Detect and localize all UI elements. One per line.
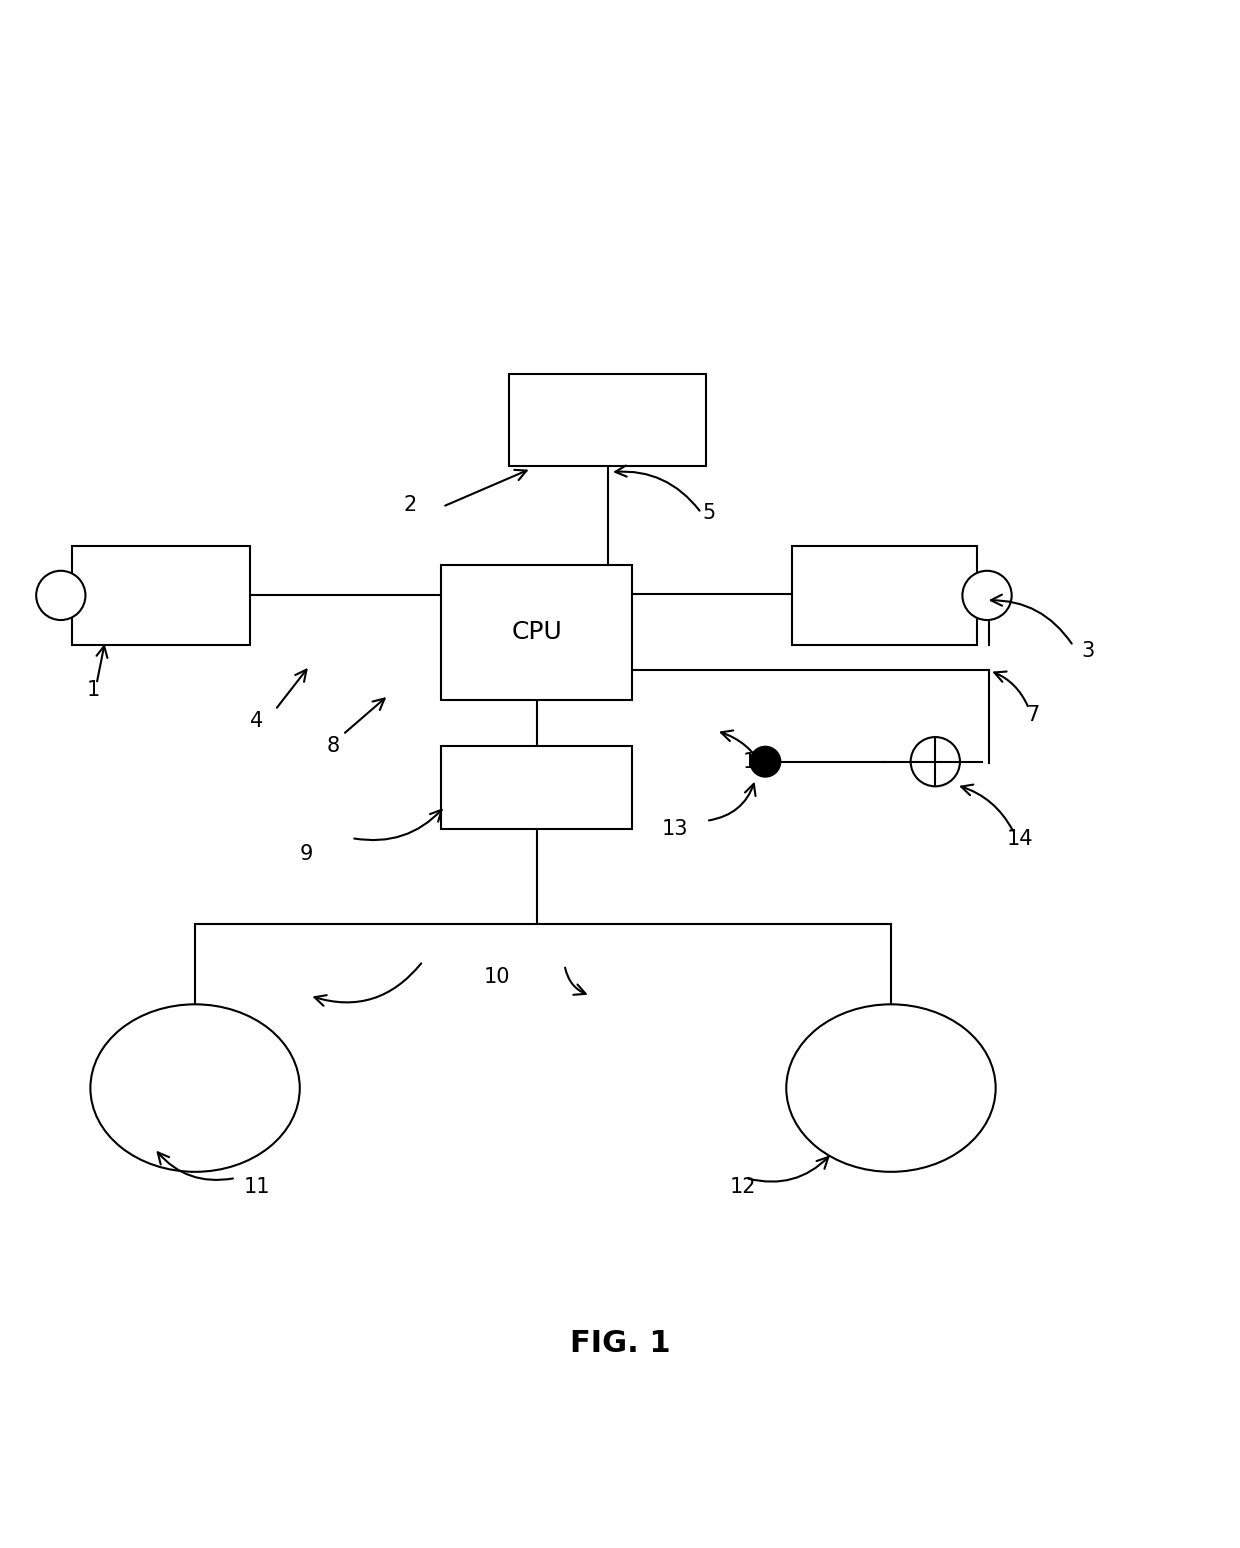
Text: 14: 14	[1007, 830, 1034, 850]
Text: 4: 4	[250, 711, 263, 731]
Text: 15: 15	[743, 752, 769, 772]
Bar	[441, 565, 632, 700]
Ellipse shape	[91, 1005, 300, 1172]
Text: 10: 10	[484, 968, 510, 988]
Circle shape	[749, 746, 781, 777]
Text: 3: 3	[1081, 641, 1095, 661]
Bar	[792, 546, 977, 644]
Text: CPU: CPU	[511, 621, 562, 644]
Bar	[510, 373, 707, 466]
Bar	[72, 546, 250, 644]
Circle shape	[962, 571, 1012, 621]
Text: 5: 5	[702, 503, 715, 523]
Text: 13: 13	[662, 819, 688, 839]
Text: FIG. 1: FIG. 1	[569, 1328, 671, 1358]
Text: 1: 1	[87, 680, 99, 700]
Text: 2: 2	[404, 495, 417, 515]
Circle shape	[36, 571, 86, 621]
Text: 8: 8	[326, 735, 340, 755]
Ellipse shape	[786, 1005, 996, 1172]
Circle shape	[910, 737, 960, 786]
Text: 7: 7	[1025, 704, 1039, 724]
Bar	[441, 746, 632, 830]
Text: 12: 12	[730, 1176, 756, 1197]
Text: 11: 11	[243, 1176, 270, 1197]
Text: 9: 9	[299, 844, 312, 864]
